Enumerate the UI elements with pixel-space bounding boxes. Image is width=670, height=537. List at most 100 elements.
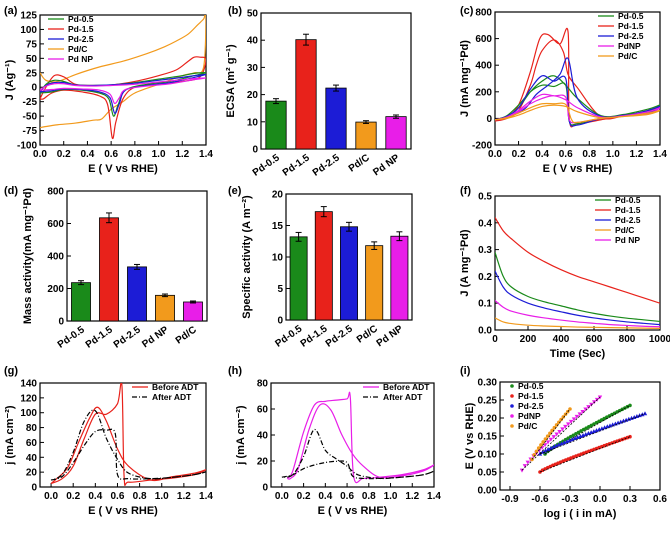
x-tick-label: 0.3 <box>623 494 637 505</box>
x-tick-label: 1.2 <box>405 491 419 502</box>
scatter-point <box>567 438 572 443</box>
x-tick-label: 200 <box>520 334 537 345</box>
scatter-point <box>570 437 575 442</box>
legend-label: Before ADT <box>383 382 430 392</box>
y-tick-label: 80 <box>26 423 38 434</box>
x-tick-label: 0.4 <box>88 491 102 502</box>
y-tick-label: 10 <box>247 117 259 128</box>
series-line <box>281 428 434 480</box>
x-tick-label: 0.2 <box>297 491 311 502</box>
x-tick-label: 0.2 <box>57 149 71 160</box>
bar <box>289 236 308 321</box>
y-tick-label: -25 <box>23 97 38 108</box>
x-category-label: Pd NP <box>140 324 171 350</box>
legend-label: After ADT <box>152 392 192 402</box>
x-category-label: Pd-2.5 <box>112 324 143 350</box>
x-axis-label: Time (Sec) <box>550 348 606 360</box>
y-tick-label: -200 <box>472 141 492 152</box>
panel-e: (e) 0 5 10 15 20 Specific activity (A m⁻²) Pd-0… <box>228 185 413 350</box>
series-line <box>40 15 206 129</box>
fit-line <box>539 413 646 455</box>
y-tick-label: 0.4 <box>478 218 492 229</box>
scatter-point <box>539 443 543 447</box>
bar <box>265 100 287 150</box>
y-tick-label: 60 <box>257 405 269 416</box>
scatter-point <box>522 464 528 469</box>
y-tick-label: 75 <box>26 39 38 50</box>
y-tick-label: 0 <box>31 483 37 494</box>
series-line <box>495 252 660 323</box>
legend-label: Pd-0.5 <box>68 14 94 24</box>
fit-line <box>531 408 571 460</box>
panel-label: (e) <box>228 185 242 197</box>
y-tick-label: 0.1 <box>478 299 492 310</box>
scatter-point <box>548 431 552 436</box>
y-axis-label: j (mA cm⁻²) <box>4 405 16 466</box>
bar <box>385 116 407 150</box>
x-tick-label: 0.2 <box>66 491 80 502</box>
plot-frame <box>39 14 207 146</box>
legend-label: Pd/C <box>615 225 634 235</box>
plot-frame <box>39 382 207 488</box>
x-category-label: Pd/C <box>347 152 372 174</box>
y-tick-label: 125 <box>20 11 37 22</box>
scatter-point <box>574 414 580 419</box>
panel-label: (f) <box>460 185 471 197</box>
x-axis-label: E ( V vs RHE) <box>88 163 158 175</box>
x-category-label: Pd-1.5 <box>281 152 312 178</box>
x-category-label: Pd-0.5 <box>56 324 87 350</box>
panel-d: (d) 0 200 400 600 800 Mass activity(mA mg⁻¹Pd)… <box>4 185 208 351</box>
y-tick-label: 0 <box>252 145 258 156</box>
y-tick-label: 10 <box>272 253 284 264</box>
scatter-point <box>553 443 559 448</box>
scatter-point <box>554 432 559 437</box>
bar <box>127 266 147 322</box>
panel-f: (f) 0.0 0.1 0.2 0.3 0.4 0.5 J (A mg⁻¹Pd) 0 200 400… <box>459 185 670 360</box>
x-axis-label: E ( V vs RHE) <box>543 163 613 175</box>
x-tick-label: 1.4 <box>427 491 441 502</box>
scatter-point <box>583 407 588 412</box>
y-tick-label: -50 <box>23 112 38 123</box>
y-tick-label: 120 <box>20 393 37 404</box>
plot-frame <box>494 195 661 331</box>
x-tick-label: 0.6 <box>559 149 573 160</box>
x-tick-label: 0.0 <box>44 491 58 502</box>
bar <box>325 87 347 150</box>
y-tick-label: 40 <box>247 36 259 47</box>
series-line <box>495 102 660 124</box>
legend-label: Pd/C <box>68 44 87 54</box>
y-tick-label: 0.25 <box>478 396 498 407</box>
x-tick-label: 0.8 <box>582 149 596 160</box>
x-tick-label: 800 <box>619 334 636 345</box>
scatter-point <box>548 445 553 450</box>
y-axis-label: Mass activity(mA mg⁻¹Pd) <box>22 188 34 325</box>
y-tick-label: 0.00 <box>478 486 498 497</box>
y-tick-label: 0 <box>31 83 37 94</box>
x-tick-label: 0.8 <box>128 149 142 160</box>
scatter-point <box>545 434 550 438</box>
x-category-label: Pd-1.5 <box>299 323 330 349</box>
bar <box>295 39 317 150</box>
scatter-point <box>560 427 565 432</box>
y-tick-label: 100 <box>20 25 37 36</box>
y-tick-label: 0.15 <box>478 432 498 443</box>
x-tick-label: 0.2 <box>512 149 526 160</box>
panel-label: (i) <box>460 365 471 377</box>
y-tick-label: 0 <box>262 483 268 494</box>
series-line <box>40 73 206 114</box>
legend-marker <box>510 384 514 388</box>
scatter-point <box>559 441 564 446</box>
x-tick-label: 0.0 <box>33 149 47 160</box>
y-tick-label: 50 <box>247 9 259 20</box>
y-tick-label: 0.20 <box>478 414 498 425</box>
fit-line <box>521 396 601 471</box>
scatter-point <box>562 440 567 445</box>
legend-marker <box>510 414 514 418</box>
scatter-point <box>541 440 545 444</box>
panel-c: (c) -200 0 200 400 600 800 J (mA mg⁻¹Pd) 0.0 0.2 0… <box>459 5 667 175</box>
x-tick-label: -0.9 <box>501 494 519 505</box>
y-tick-label: 40 <box>26 453 38 464</box>
scatter-point <box>566 422 571 427</box>
scatter-point <box>571 417 577 422</box>
